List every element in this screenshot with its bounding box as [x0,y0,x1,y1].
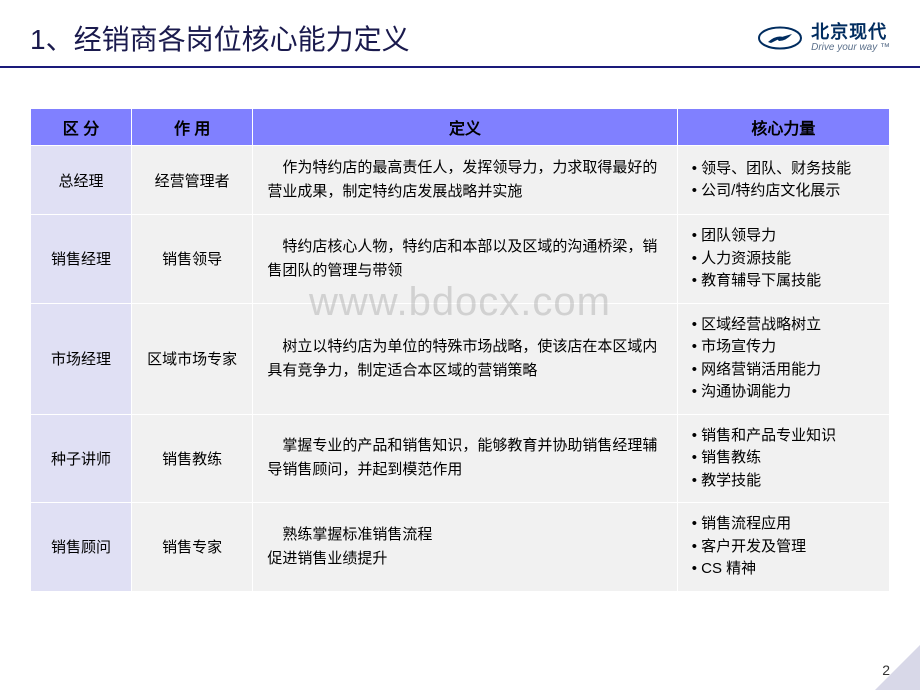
hyundai-logo-icon [757,26,803,50]
core-item: 销售流程应用 [692,513,875,536]
logo-en-text: Drive your way ™ [811,42,890,53]
cell-def: 树立以特约店为单位的特殊市场战略，使该店在本区域内具有竞争力，制定适合本区域的营… [253,303,677,414]
competency-table: 区 分 作 用 定义 核心力量 总经理经营管理者作为特约店的最高责任人，发挥领导… [30,108,890,592]
page-title: 1、经销商各岗位核心能力定义 [30,18,410,58]
core-item: 领导、团队、财务技能 [692,158,875,181]
cell-func: 销售专家 [132,503,253,592]
cell-func: 销售领导 [132,215,253,304]
logo-area: 北京现代 Drive your way ™ [757,23,890,54]
table-row: 市场经理区域市场专家树立以特约店为单位的特殊市场战略，使该店在本区域内具有竞争力… [31,303,890,414]
logo-text: 北京现代 Drive your way ™ [811,23,890,54]
cell-role: 市场经理 [31,303,132,414]
core-item: 教学技能 [692,470,875,493]
cell-def: 作为特约店的最高责任人，发挥领导力，力求取得最好的营业成果，制定特约店发展战略并… [253,146,677,215]
core-item: 沟通协调能力 [692,381,875,404]
th-func: 作 用 [132,109,253,146]
table-row: 种子讲师销售教练掌握专业的产品和销售知识，能够教育并协助销售经理辅导销售顾问，并… [31,414,890,503]
cell-role: 销售顾问 [31,503,132,592]
th-role: 区 分 [31,109,132,146]
core-item: 区域经营战略树立 [692,314,875,337]
table-row: 总经理经营管理者作为特约店的最高责任人，发挥领导力，力求取得最好的营业成果，制定… [31,146,890,215]
cell-def: 掌握专业的产品和销售知识，能够教育并协助销售经理辅导销售顾问，并起到模范作用 [253,414,677,503]
cell-func: 区域市场专家 [132,303,253,414]
cell-func: 销售教练 [132,414,253,503]
core-item: 教育辅导下属技能 [692,270,875,293]
core-item: 客户开发及管理 [692,536,875,559]
core-item: 人力资源技能 [692,248,875,271]
cell-def: 特约店核心人物，特约店和本部以及区域的沟通桥梁，销售团队的管理与带领 [253,215,677,304]
table-container: 区 分 作 用 定义 核心力量 总经理经营管理者作为特约店的最高责任人，发挥领导… [0,68,920,592]
table-row: 销售经理销售领导特约店核心人物，特约店和本部以及区域的沟通桥梁，销售团队的管理与… [31,215,890,304]
logo-cn-text: 北京现代 [811,23,890,43]
cell-core: 区域经营战略树立市场宣传力网络营销活用能力沟通协调能力 [677,303,889,414]
cell-core: 销售流程应用客户开发及管理CS 精神 [677,503,889,592]
cell-def: 熟练掌握标准销售流程 促进销售业绩提升 [253,503,677,592]
core-item: 公司/特约店文化展示 [692,180,875,203]
page-corner-fold [875,645,920,690]
cell-core: 团队领导力人力资源技能教育辅导下属技能 [677,215,889,304]
table-body: 总经理经营管理者作为特约店的最高责任人，发挥领导力，力求取得最好的营业成果，制定… [31,146,890,592]
th-def: 定义 [253,109,677,146]
cell-core: 领导、团队、财务技能公司/特约店文化展示 [677,146,889,215]
core-item: 团队领导力 [692,225,875,248]
header: 1、经销商各岗位核心能力定义 北京现代 Drive your way ™ [0,0,920,66]
cell-role: 总经理 [31,146,132,215]
core-item: 销售和产品专业知识 [692,425,875,448]
table-header-row: 区 分 作 用 定义 核心力量 [31,109,890,146]
cell-func: 经营管理者 [132,146,253,215]
core-item: 网络营销活用能力 [692,359,875,382]
table-row: 销售顾问销售专家熟练掌握标准销售流程 促进销售业绩提升销售流程应用客户开发及管理… [31,503,890,592]
th-core: 核心力量 [677,109,889,146]
core-item: CS 精神 [692,558,875,581]
cell-core: 销售和产品专业知识销售教练教学技能 [677,414,889,503]
core-item: 市场宣传力 [692,336,875,359]
core-item: 销售教练 [692,447,875,470]
cell-role: 种子讲师 [31,414,132,503]
cell-role: 销售经理 [31,215,132,304]
